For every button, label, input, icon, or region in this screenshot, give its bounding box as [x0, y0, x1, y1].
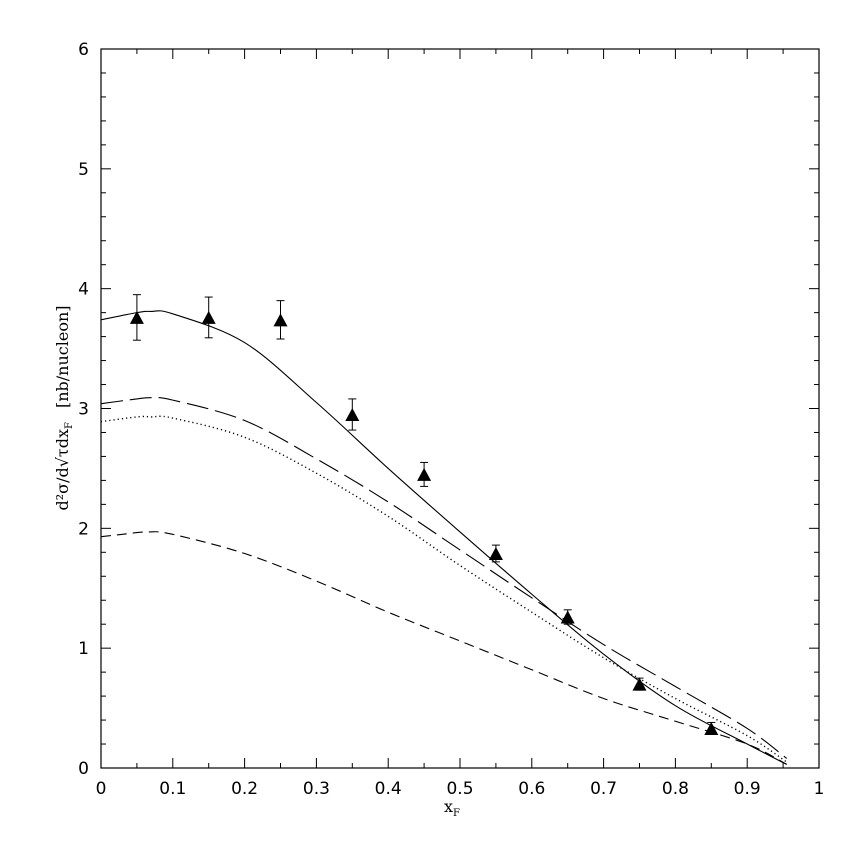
- x-tick-label: 0.5: [446, 779, 473, 799]
- x-tick-label: 0.3: [303, 779, 330, 799]
- series-line-dotted: [100, 415, 788, 763]
- x-tick-label: 0.9: [734, 779, 761, 799]
- y-tick-label: 5: [78, 160, 89, 180]
- x-tick-label: 0.4: [375, 779, 402, 799]
- y-axis-label: d²σ/d√τdxF[nb/nucleon]: [53, 306, 75, 511]
- y-axis-unit: [nb/nucleon]: [53, 306, 72, 409]
- x-tick-label: 0.6: [518, 779, 545, 799]
- x-tick-label: 1: [814, 779, 825, 799]
- data-point-triangle: [417, 467, 432, 481]
- data-point-triangle: [488, 546, 503, 560]
- x-tick-label: 0.1: [159, 779, 186, 799]
- data-point-triangle: [345, 407, 360, 421]
- data-point-triangle: [273, 313, 288, 327]
- series-line-long-dash: [100, 397, 788, 759]
- y-tick-label: 6: [78, 40, 89, 60]
- series-line-dashed: [100, 531, 787, 765]
- y-tick-label: 1: [78, 639, 89, 659]
- x-tick-label: 0.8: [662, 779, 689, 799]
- x-tick-label: 0.2: [231, 779, 258, 799]
- series-lines: [100, 310, 788, 765]
- y-tick-label: 0: [78, 759, 89, 779]
- x-axis-label: xF: [444, 797, 460, 819]
- data-point-triangle: [632, 677, 647, 691]
- data-point-triangle: [129, 310, 144, 324]
- data-point-triangle: [201, 310, 216, 324]
- plot-frame: [100, 48, 820, 769]
- y-tick-label: 3: [78, 400, 89, 420]
- x-tick-label: 0.7: [590, 779, 617, 799]
- axis-ticks: 0 0.1 0.2 0.3 0.4 0.5 0.6 0.7 0.8 0.9 1 0 1 2 3 4 5 6: [78, 40, 824, 799]
- y-tick-label: 2: [78, 519, 89, 539]
- x-tick-label: 0: [96, 779, 107, 799]
- y-tick-label: 4: [78, 280, 89, 300]
- data-points: [129, 294, 719, 735]
- data-point-triangle: [560, 610, 575, 624]
- series-line-solid: [100, 310, 787, 765]
- data-point-triangle: [704, 721, 719, 735]
